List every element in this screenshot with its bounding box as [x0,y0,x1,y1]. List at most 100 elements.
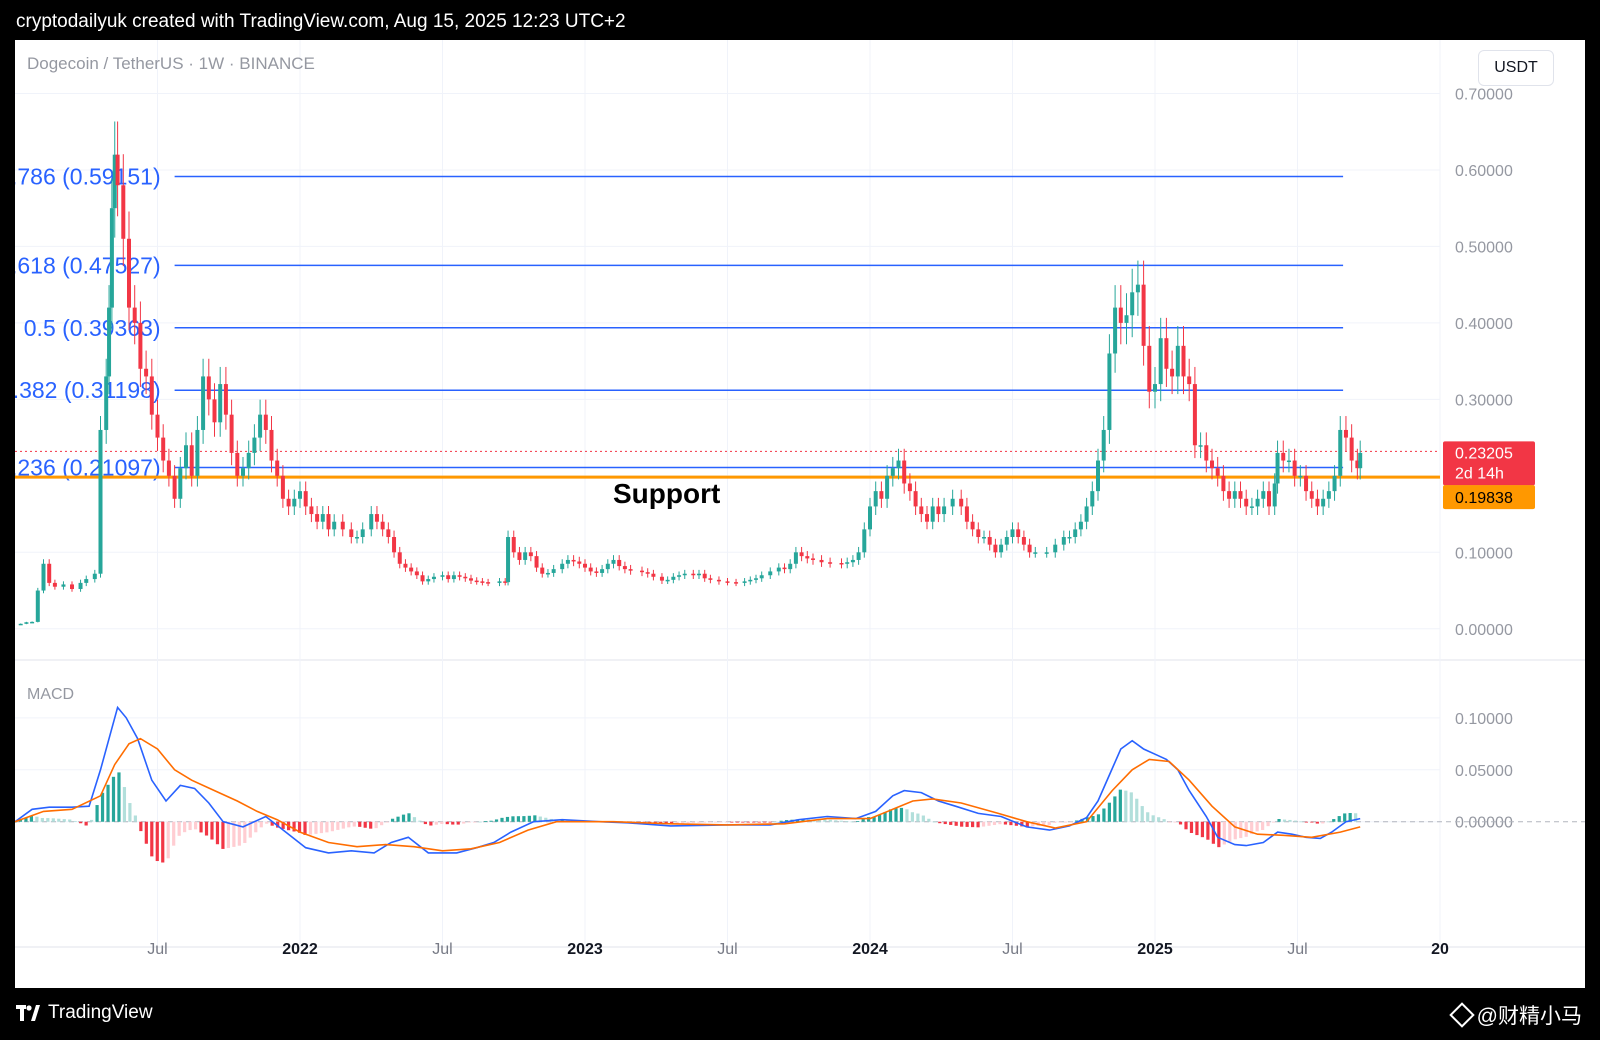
candle-body[interactable] [671,576,676,580]
candle-body[interactable] [298,491,302,499]
candle-body[interactable] [1343,429,1348,438]
candle-body[interactable] [1304,475,1309,492]
candle-body[interactable] [451,575,456,580]
candle-body[interactable] [480,581,485,583]
candle-body[interactable] [628,569,633,571]
candle-body[interactable] [588,567,593,572]
candle-body[interactable] [121,185,126,239]
candle-body[interactable] [1286,460,1291,463]
candle-body[interactable] [1158,338,1163,385]
candle-body[interactable] [127,238,131,308]
candle-body[interactable] [913,491,918,507]
candle-body[interactable] [246,452,251,469]
candle-body[interactable] [35,590,40,622]
candle-body[interactable] [360,529,365,538]
candle-body[interactable] [868,506,872,530]
candle-body[interactable] [1349,437,1354,461]
candle-body[interactable] [600,569,605,573]
candle-body[interactable] [84,579,89,583]
candle-body[interactable] [819,559,824,563]
candle-body[interactable] [560,563,565,570]
currency-button[interactable]: USDT [1478,50,1554,86]
candle-body[interactable] [1238,491,1243,499]
candle-body[interactable] [1153,384,1157,392]
candle-body[interactable] [431,576,436,580]
candle-body[interactable] [61,584,66,587]
candle-body[interactable] [206,376,211,400]
candle-body[interactable] [340,521,345,530]
candle-body[interactable] [18,623,23,626]
candle-body[interactable] [1275,452,1280,484]
candle-body[interactable] [768,571,773,576]
candle-body[interactable] [263,414,268,430]
candle-body[interactable] [161,437,166,461]
candle-body[interactable] [936,506,941,515]
candle-body[interactable] [1147,345,1152,392]
candle-body[interactable] [1096,460,1100,492]
candle-body[interactable] [523,552,528,560]
candle-body[interactable] [890,468,895,476]
candle-body[interactable] [987,537,992,545]
candle-body[interactable] [1187,376,1192,385]
candle-body[interactable] [999,544,1004,553]
candle-body[interactable] [659,576,664,581]
candle-body[interactable] [534,556,539,568]
candle-body[interactable] [149,376,154,415]
candle-body[interactable] [902,460,907,484]
candle-body[interactable] [440,575,445,577]
candle-body[interactable] [349,529,354,538]
candle-body[interactable] [697,573,701,576]
candle-body[interactable] [708,578,713,580]
candle-body[interactable] [1124,315,1129,323]
candle-body[interactable] [286,498,291,507]
candle-body[interactable] [258,414,263,438]
candle-body[interactable] [565,559,570,564]
candle-body[interactable] [1135,284,1140,293]
candle-body[interactable] [754,578,758,580]
candle-body[interactable] [594,571,599,573]
candle-body[interactable] [1309,491,1314,499]
candle-body[interactable] [78,582,83,590]
candle-body[interactable] [506,537,511,583]
candle-body[interactable] [1267,491,1271,507]
candle-body[interactable] [776,567,781,572]
candle-body[interactable] [1175,345,1180,377]
candle-body[interactable] [1078,521,1083,530]
candle-body[interactable] [1298,475,1303,478]
candle-body[interactable] [811,558,815,560]
candle-body[interactable] [189,445,194,476]
candle-body[interactable] [374,514,379,522]
candle-body[interactable] [742,581,747,583]
candle-body[interactable] [1232,491,1237,499]
candle-body[interactable] [716,579,721,582]
candle-body[interactable] [355,537,359,539]
candle-body[interactable] [950,498,955,507]
candle-body[interactable] [725,581,730,583]
candle-body[interactable] [1321,498,1326,507]
candle-body[interactable] [1027,544,1032,553]
candle-body[interactable] [1073,529,1078,538]
candle-body[interactable] [409,567,414,572]
candle-body[interactable] [856,552,861,560]
candle-body[interactable] [369,514,374,530]
candle-body[interactable] [862,529,867,553]
candle-body[interactable] [392,537,397,553]
candle-body[interactable] [380,521,385,530]
candle-body[interactable] [218,384,223,423]
candle-body[interactable] [269,429,274,461]
candle-body[interactable] [702,573,707,579]
candle-body[interactable] [463,576,468,579]
candle-body[interactable] [252,437,257,453]
candle-body[interactable] [497,581,502,583]
candle-body[interactable] [1053,544,1058,553]
candle-body[interactable] [1004,537,1009,545]
candle-body[interactable] [109,208,114,308]
candle-body[interactable] [1244,498,1249,507]
candle-body[interactable] [320,514,325,522]
candle-body[interactable] [1315,498,1320,507]
candle-body[interactable] [1249,506,1254,508]
candle-body[interactable] [1210,460,1214,469]
candle-body[interactable] [617,559,622,567]
candle-body[interactable] [799,552,804,557]
candle-body[interactable] [919,506,924,515]
